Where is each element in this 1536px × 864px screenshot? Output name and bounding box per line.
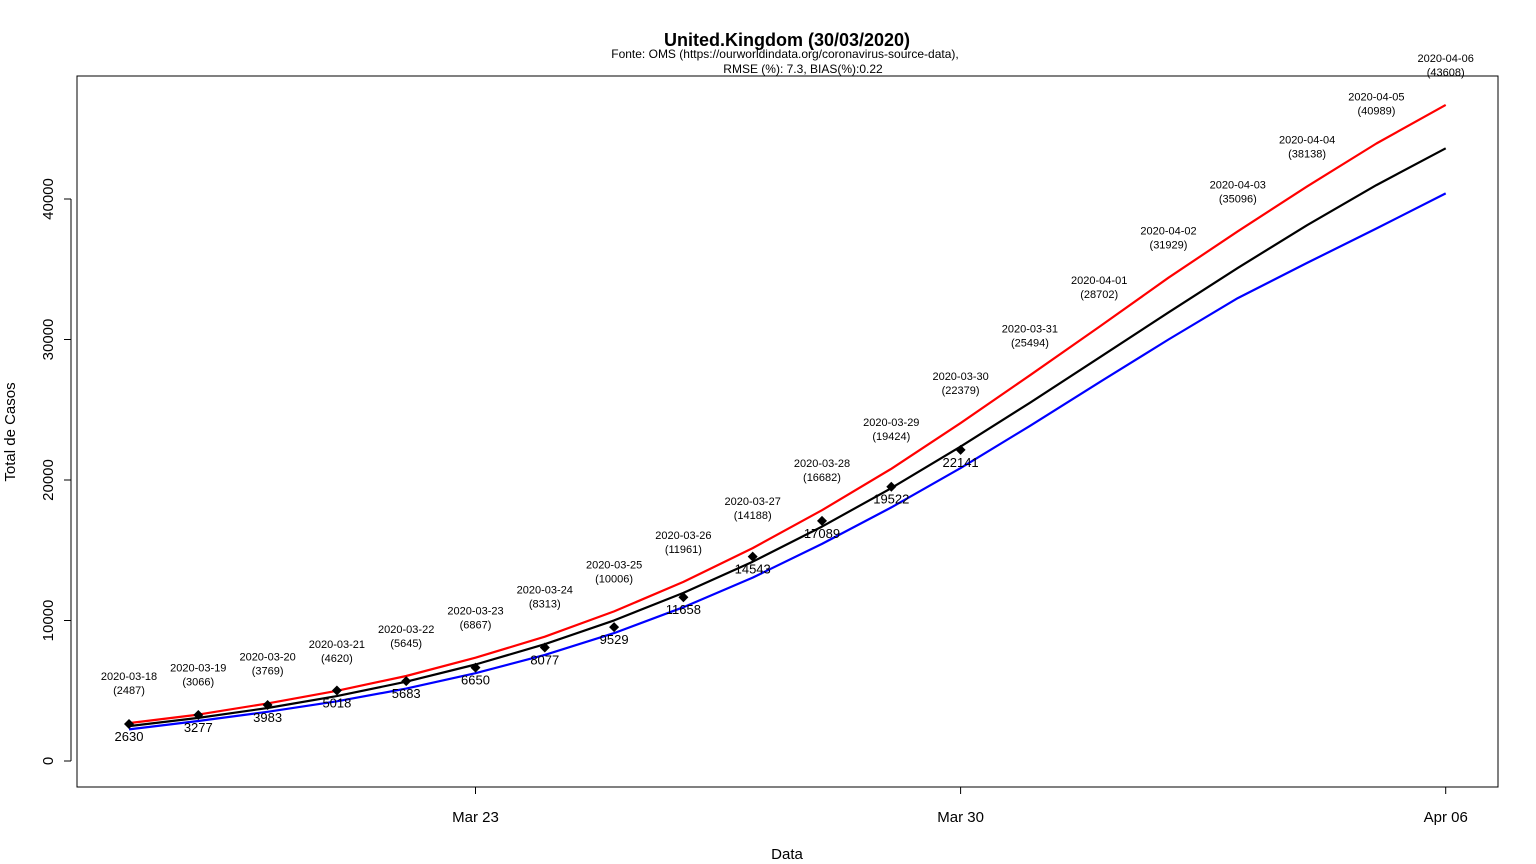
observed-point <box>262 700 273 711</box>
predicted-value-label: (25494) <box>1011 337 1049 349</box>
predicted-date-label: 2020-03-29 <box>863 417 919 429</box>
predicted-date-label: 2020-03-27 <box>725 496 781 508</box>
observed-value-label: 11658 <box>666 602 701 617</box>
observed-point <box>817 515 827 526</box>
predicted-value-label: (5645) <box>390 638 422 650</box>
observed-value-label: 5683 <box>392 686 421 701</box>
x-tick-label: Mar 30 <box>937 809 984 826</box>
plot-frame <box>76 75 1499 788</box>
predicted-date-label: 2020-03-22 <box>378 624 434 636</box>
chart-title: United.Kingdom (30/03/2020) <box>664 30 910 50</box>
predicted-label-layer: 2020-03-18 (2487) 2020-03-19 (3066) 2020-03-… <box>101 53 1474 697</box>
observed-value-label: 3983 <box>253 710 282 725</box>
x-tick-label: Apr 06 <box>1424 809 1468 826</box>
predicted-date-label: 2020-04-03 <box>1210 179 1266 191</box>
predicted-date-label: 2020-03-19 <box>170 663 226 675</box>
predicted-date-label: 2020-04-04 <box>1279 134 1335 146</box>
observed-point <box>886 481 897 492</box>
observed-point <box>401 676 412 687</box>
x-tick-label: Mar 23 <box>452 809 499 826</box>
observed-point <box>609 622 620 633</box>
observed-value-label: 17089 <box>804 526 840 541</box>
chart-subtitle-metrics: RMSE (%): 7.3, BIAS(%):0.22 <box>723 62 883 76</box>
predicted-date-label: 2020-03-30 <box>932 371 988 383</box>
y-tick-label: 30000 <box>40 319 57 361</box>
observed-value-label: 19522 <box>873 492 909 507</box>
series-line-1 <box>128 147 1447 728</box>
predicted-date-label: 2020-03-20 <box>239 651 295 663</box>
observed-point <box>470 662 481 673</box>
predicted-value-label: (19424) <box>872 431 910 443</box>
predicted-value-label: (14188) <box>734 510 772 522</box>
predicted-date-label: 2020-04-05 <box>1348 92 1404 104</box>
predicted-date-label: 2020-03-23 <box>447 606 503 618</box>
observed-point <box>124 719 134 730</box>
y-axis: 0 10000 20000 30000 40000 <box>40 178 72 765</box>
observed-value-label: 6650 <box>461 673 490 688</box>
observed-point <box>193 709 204 720</box>
observed-value-label: 8077 <box>530 653 559 668</box>
predicted-value-label: (28702) <box>1080 289 1118 301</box>
x-axis: Mar 23 Mar 30 Apr 06 <box>452 786 1468 826</box>
predicted-value-label: (16682) <box>803 472 841 484</box>
y-tick-label: 0 <box>40 757 57 765</box>
predicted-date-label: 2020-04-01 <box>1071 275 1127 287</box>
predicted-date-label: 2020-03-25 <box>586 559 642 571</box>
predicted-date-label: 2020-03-31 <box>1002 323 1058 335</box>
predicted-value-label: (4620) <box>321 653 353 665</box>
predicted-value-label: (10006) <box>595 573 633 585</box>
predicted-date-label: 2020-03-24 <box>517 585 573 597</box>
observed-point <box>955 444 966 455</box>
observed-value-label: 14543 <box>735 562 771 577</box>
observed-point <box>678 592 689 603</box>
predicted-date-label: 2020-04-06 <box>1418 53 1474 65</box>
y-tick-label: 10000 <box>40 600 57 642</box>
series-layer <box>128 103 1447 731</box>
series-line-0 <box>128 103 1447 725</box>
observed-layer: 2630 3277 3983 5018 5683 6650 8077 9529 11658 145… <box>115 444 979 744</box>
predicted-value-label: (3769) <box>252 665 284 677</box>
y-tick-label: 40000 <box>40 178 57 220</box>
observed-value-label: 2630 <box>115 729 144 744</box>
predicted-value-label: (43608) <box>1427 67 1465 79</box>
observed-value-label: 3277 <box>184 720 213 735</box>
observed-point <box>747 551 758 562</box>
predicted-value-label: (6867) <box>460 620 492 632</box>
observed-value-label: 5018 <box>322 695 351 710</box>
predicted-value-label: (35096) <box>1219 193 1257 205</box>
observed-value-label: 22141 <box>943 455 979 470</box>
predicted-value-label: (22379) <box>942 385 980 397</box>
predicted-date-label: 2020-04-02 <box>1140 226 1196 238</box>
observed-point <box>331 685 342 696</box>
y-axis-label: Total de Casos <box>2 382 19 481</box>
predicted-date-label: 2020-03-28 <box>794 458 850 470</box>
observed-value-label: 9529 <box>600 632 629 647</box>
chart-subtitle-source: Fonte: OMS (https://ourworldindata.org/c… <box>611 47 958 61</box>
predicted-date-label: 2020-03-26 <box>655 530 711 542</box>
series-line-2 <box>128 192 1447 731</box>
predicted-date-label: 2020-03-18 <box>101 671 157 683</box>
predicted-value-label: (40989) <box>1357 106 1395 118</box>
y-tick-label: 20000 <box>40 459 57 501</box>
predicted-value-label: (3066) <box>182 677 214 689</box>
predicted-value-label: (38138) <box>1288 148 1326 160</box>
predicted-value-label: (11961) <box>665 544 702 556</box>
predicted-value-label: (8313) <box>529 599 561 611</box>
observed-point <box>539 642 550 653</box>
predicted-value-label: (2487) <box>113 685 145 697</box>
predicted-value-label: (31929) <box>1150 240 1188 252</box>
x-axis-label: Data <box>771 846 803 863</box>
predicted-date-label: 2020-03-21 <box>309 639 365 651</box>
